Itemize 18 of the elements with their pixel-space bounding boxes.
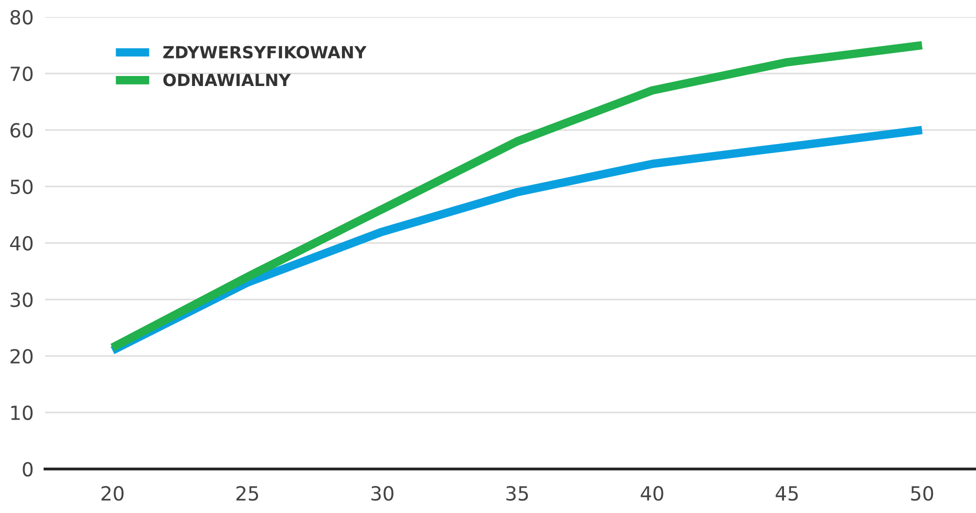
y-tick-label: 60 (10, 122, 33, 138)
y-tick-label: 10 (11, 405, 33, 420)
x-tick-label: 30 (371, 486, 394, 501)
legend-label: ODNAWIALNY (163, 74, 291, 86)
y-tick-label: 80 (10, 10, 33, 25)
legend-label: ZDYWERSYFIKOWANY (163, 46, 367, 58)
y-tick-label: 0 (22, 462, 33, 477)
x-tick-label: 50 (911, 486, 934, 501)
x-tick-label: 25 (236, 486, 258, 501)
x-tick-label: 20 (102, 486, 124, 501)
x-tick-label: 35 (506, 486, 528, 501)
x-tick-label: 40 (640, 486, 664, 501)
y-tick-label: 50 (10, 179, 33, 194)
x-tick-label: 45 (776, 486, 798, 501)
y-tick-label: 30 (10, 292, 33, 308)
y-tick-label: 40 (10, 236, 33, 251)
y-tick-label: 20 (10, 348, 33, 364)
y-tick-label: 70 (10, 66, 33, 82)
